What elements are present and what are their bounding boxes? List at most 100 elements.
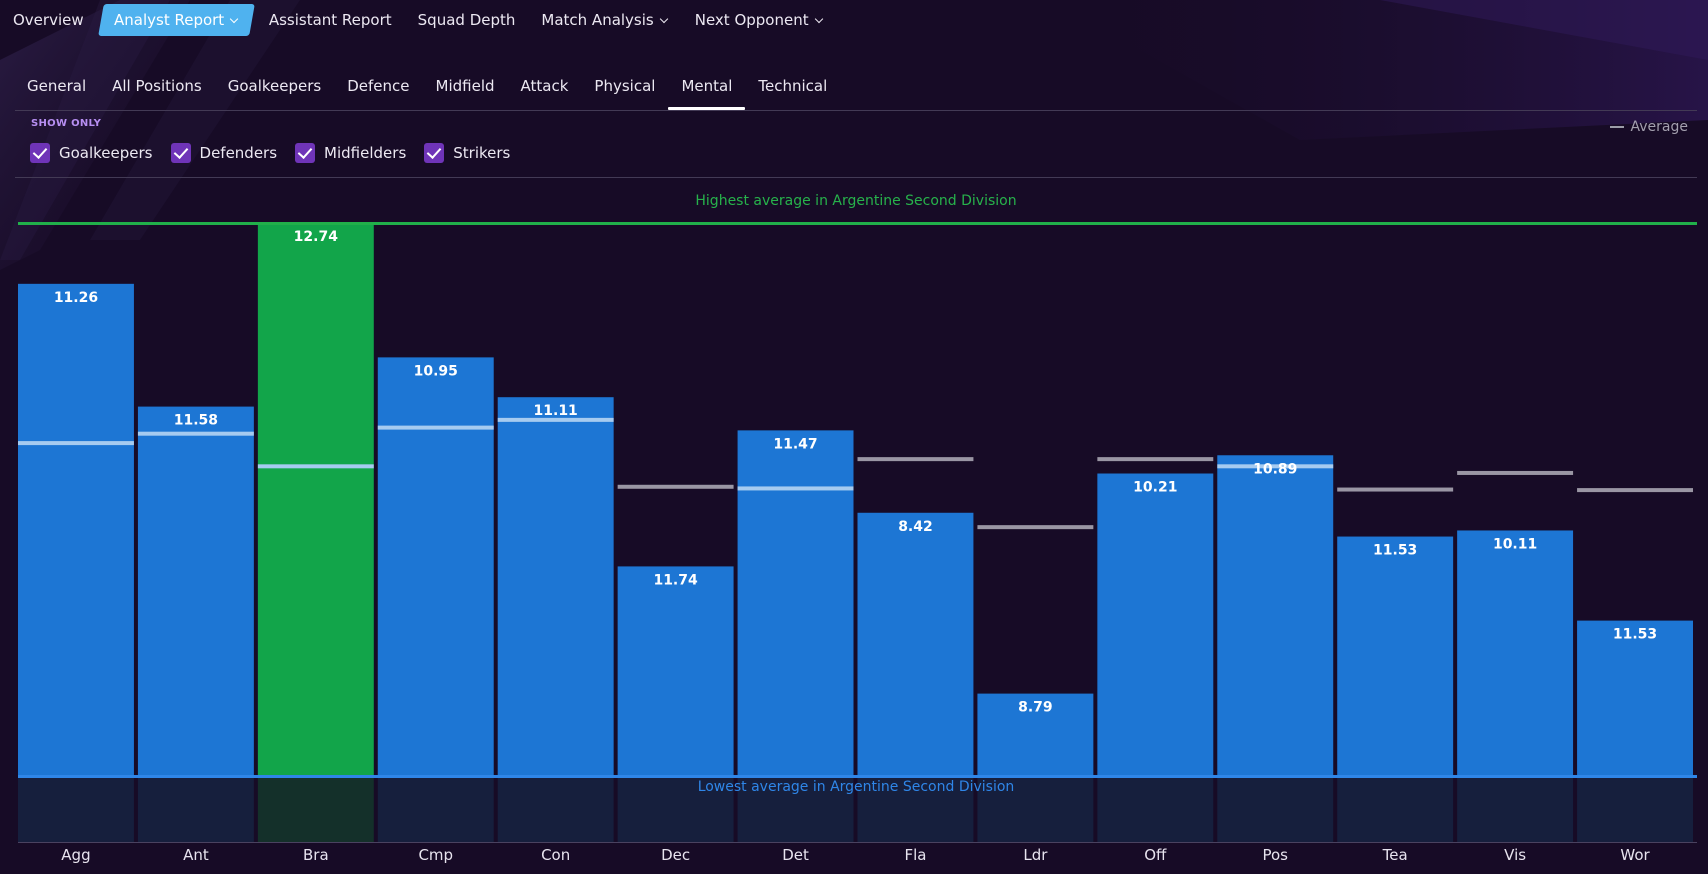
average-marker-ant	[137, 431, 254, 436]
bar-agg	[18, 283, 134, 776]
below-area-wor	[1577, 776, 1693, 842]
average-marker-fla	[857, 457, 974, 462]
value-label-tea: 11.53	[1373, 543, 1417, 559]
value-label-vis: 10.11	[1493, 536, 1537, 552]
below-area-off	[1097, 776, 1214, 842]
value-label-off: 10.21	[1133, 480, 1177, 496]
nav-item-label: Overview	[13, 11, 84, 29]
bar-dec	[617, 566, 734, 776]
nav-item-assistant-report[interactable]: Assistant Report	[256, 4, 405, 36]
nav-item-next-opponent[interactable]: Next Opponent	[682, 4, 837, 36]
below-area-agg	[18, 776, 134, 842]
tab-physical[interactable]: Physical	[594, 77, 656, 95]
checkbox-icon[interactable]	[424, 143, 445, 163]
value-label-dec: 11.74	[653, 572, 698, 588]
bar-tea	[1337, 536, 1454, 776]
filter-strikers[interactable]: Strikers	[424, 143, 510, 163]
tab-mental[interactable]: Mental	[668, 68, 746, 110]
average-marker-pos	[1217, 464, 1334, 469]
divider	[15, 177, 1697, 178]
x-tick-label: Det	[782, 846, 809, 864]
average-line-icon	[1609, 126, 1624, 128]
value-label-ant: 11.58	[174, 413, 218, 429]
below-area-fla	[857, 776, 974, 842]
x-tick-label: Vis	[1504, 846, 1526, 864]
x-tick-label: Off	[1144, 846, 1167, 864]
value-label-ldr: 8.79	[1018, 700, 1053, 716]
bar-pos	[1217, 455, 1334, 776]
nav-item-label: Match Analysis	[541, 11, 654, 29]
average-marker-agg	[18, 441, 134, 446]
x-tick-label: Ant	[183, 846, 209, 864]
x-tick-label: Dec	[661, 846, 690, 864]
average-marker-det	[737, 486, 854, 491]
sub-tab-bar: General All Positions Goalkeepers Defence Mi…	[14, 68, 840, 110]
value-label-con: 11.11	[534, 403, 578, 419]
average-marker-con	[497, 417, 614, 422]
lowest-average-line	[18, 775, 1697, 778]
below-area-pos	[1217, 776, 1334, 842]
tab-all-positions[interactable]: All Positions	[112, 77, 202, 95]
tab-goalkeepers[interactable]: Goalkeepers	[227, 77, 322, 95]
tab-midfield[interactable]: Midfield	[435, 77, 495, 95]
below-area-dec	[617, 776, 734, 842]
nav-item-label: Next Opponent	[694, 11, 809, 29]
bar-bra	[257, 223, 374, 776]
show-only-label: SHOW ONLY	[31, 118, 102, 129]
bar-con	[497, 397, 614, 776]
x-tick-label: Agg	[61, 846, 90, 864]
legend-average-label: Average	[1630, 119, 1689, 135]
average-marker-ldr	[977, 525, 1094, 530]
tab-general[interactable]: General	[27, 77, 87, 95]
below-area-tea	[1337, 776, 1454, 842]
tab-attack[interactable]: Attack	[520, 77, 569, 95]
x-tick-label: Tea	[1382, 846, 1408, 864]
bar-fla	[857, 512, 974, 776]
nav-item-label: Squad Depth	[417, 11, 516, 29]
average-marker-dec	[617, 484, 734, 489]
average-marker-off	[1097, 457, 1214, 462]
top-navigation: Overview Analyst Report Assistant Report Sq…	[0, 0, 837, 40]
nav-item-match-analysis[interactable]: Match Analysis	[528, 4, 681, 36]
bar-ldr	[977, 693, 1094, 776]
filter-label: Defenders	[199, 144, 278, 162]
filter-label: Midfielders	[324, 144, 407, 162]
filter-label: Strikers	[453, 144, 511, 162]
value-label-cmp: 10.95	[414, 363, 458, 379]
average-marker-vis	[1457, 470, 1574, 475]
filter-defenders[interactable]: Defenders	[170, 143, 278, 163]
highest-average-line	[18, 222, 1697, 225]
x-tick-label: Fla	[904, 846, 926, 864]
tab-defence[interactable]: Defence	[347, 77, 410, 95]
below-area-vis	[1457, 776, 1574, 842]
x-tick-label: Con	[541, 846, 570, 864]
nav-item-overview[interactable]: Overview	[0, 4, 97, 36]
bar-wor	[1577, 620, 1693, 776]
filter-goalkeepers[interactable]: Goalkeepers	[30, 143, 153, 163]
x-tick-label: Ldr	[1023, 846, 1048, 864]
checkbox-icon[interactable]	[295, 143, 316, 163]
bar-cmp	[377, 357, 494, 776]
average-marker-tea	[1337, 487, 1454, 492]
x-axis-line	[18, 842, 1697, 843]
value-label-pos: 10.89	[1253, 461, 1297, 477]
bar-off	[1097, 473, 1214, 776]
nav-item-squad-depth[interactable]: Squad Depth	[405, 4, 529, 36]
value-label-fla: 8.42	[898, 519, 933, 535]
below-area-det	[737, 776, 854, 842]
divider	[15, 110, 1697, 111]
filter-midfielders[interactable]: Midfielders	[295, 143, 406, 163]
average-marker-cmp	[377, 425, 494, 430]
value-label-wor: 11.53	[1613, 627, 1657, 643]
bar-det	[737, 430, 854, 776]
legend: Average	[1609, 119, 1689, 135]
checkbox-icon[interactable]	[30, 143, 50, 163]
value-label-det: 11.47	[773, 436, 817, 452]
lowest-average-label: Lowest average in Argentine Second Divis…	[697, 779, 1015, 795]
x-tick-label: Pos	[1262, 846, 1288, 864]
tab-technical[interactable]: Technical	[758, 77, 828, 95]
checkbox-icon[interactable]	[170, 143, 191, 163]
value-label-agg: 11.26	[54, 290, 98, 306]
x-tick-label: Wor	[1620, 846, 1650, 864]
